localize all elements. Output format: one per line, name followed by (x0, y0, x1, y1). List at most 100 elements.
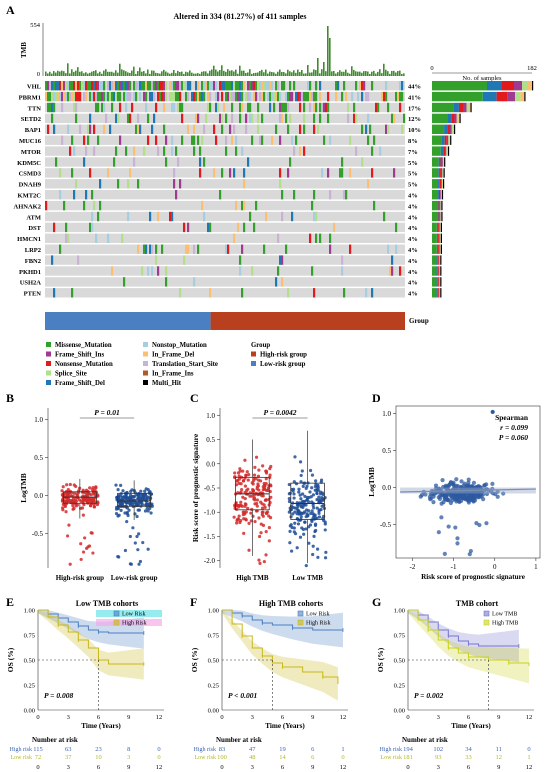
mutation-cell (195, 113, 198, 124)
mutation-cell (245, 91, 248, 102)
mutation-cell (159, 81, 162, 91)
panel-a: A Altered in 334 (81.27%) of 411 samples… (6, 3, 537, 387)
gene-label: USH2A (20, 280, 42, 287)
gene-label: MUC16 (19, 138, 42, 145)
mutation-cell (93, 200, 96, 211)
mutation-cell (197, 81, 200, 91)
tmb-bar (179, 71, 181, 76)
mutation-cell (187, 244, 190, 254)
group-label: Low TMB (292, 574, 323, 582)
data-point (308, 468, 313, 473)
gene-bar-seg (439, 244, 441, 254)
pvalue: P = 0.0042 (264, 408, 297, 417)
gene-bar-seg (439, 211, 441, 222)
mutation-cell (249, 102, 252, 113)
mutation-cell (209, 91, 212, 102)
risk-x-tick: 0 (406, 764, 409, 771)
mutation-cell (341, 168, 344, 178)
tmb-bar (343, 71, 345, 76)
gene-label: AHNAK2 (14, 203, 41, 210)
mutation-cell (89, 81, 92, 91)
mutation-cell (201, 200, 204, 211)
mutation-cell (219, 190, 222, 200)
gene-bar-seg (520, 91, 525, 102)
mutation-cell (241, 81, 244, 91)
y-tick-label: 0.0 (382, 484, 391, 492)
mutation-cell (177, 91, 180, 102)
mutation-cell (213, 81, 216, 91)
data-point (257, 558, 261, 562)
panel-title: High TMB cohorts (259, 599, 323, 608)
gene-bar-multi (440, 288, 442, 298)
mutation-cell (387, 124, 390, 134)
tmb-bar (271, 71, 273, 76)
mutation-cell (87, 124, 90, 134)
mutation-cell (259, 91, 262, 102)
mutation-cell (371, 146, 374, 156)
mutation-cell (67, 81, 70, 91)
mutation-cell (135, 81, 138, 91)
tmb-bar (267, 73, 269, 76)
mutation-cell (111, 102, 114, 113)
mutation-cell (299, 146, 302, 156)
mutation-cell (199, 157, 202, 167)
mutation-cell (145, 102, 148, 113)
mutation-cell (187, 81, 190, 91)
tmb-bar (185, 71, 187, 76)
mutation-cell (179, 288, 182, 298)
mutation-cell (289, 91, 292, 102)
tmb-bar (303, 73, 305, 76)
mutation-cell (269, 102, 272, 113)
data-point (86, 545, 90, 549)
data-point (114, 512, 119, 516)
tmb-bar (375, 73, 377, 76)
data-point (311, 552, 315, 557)
data-point (315, 491, 319, 495)
mutation-cell (327, 168, 330, 178)
mutation-cell (149, 211, 152, 222)
mutation-cell (177, 102, 180, 113)
data-point (248, 494, 252, 498)
tmb-bar (305, 73, 307, 76)
mutation-cell (259, 81, 262, 91)
mutation-cell (281, 255, 284, 265)
mutation-cell (129, 81, 132, 91)
mutation-cell (65, 222, 68, 233)
risk-value: 3 (127, 754, 130, 761)
tmb-bar (261, 69, 263, 76)
tmb-bar (193, 73, 195, 76)
data-point (296, 509, 300, 513)
gene-row-bg (45, 200, 405, 211)
group-high-risk (210, 312, 405, 330)
mutation-cell (181, 81, 184, 91)
tmb-bar (81, 71, 83, 76)
tmb-bar (377, 71, 379, 76)
tmb-bar (155, 72, 157, 76)
mutation-cell (203, 157, 206, 167)
mutation-cell (291, 211, 294, 222)
data-point (135, 501, 139, 506)
y-tick-label: 1.00 (24, 608, 35, 615)
tmb-bar (281, 71, 283, 76)
mutation-cell (213, 124, 216, 134)
mutation-cell (373, 200, 376, 211)
x-axis-label: Time (Years) (451, 722, 491, 730)
data-point (264, 482, 268, 486)
mutation-cell (111, 91, 114, 102)
risk-x-tick: 9 (497, 764, 500, 771)
y-tick-label: 1.0 (206, 412, 215, 420)
tmb-bar (275, 73, 277, 76)
mutation-cell (303, 124, 306, 134)
gene-bar-seg (444, 135, 447, 145)
data-point (313, 513, 317, 517)
data-point (455, 536, 460, 541)
gene-bar-seg (436, 222, 439, 233)
data-point (293, 510, 297, 514)
x-axis-label: Risk score of prognostic signature (421, 573, 525, 581)
data-point (305, 497, 309, 502)
tmb-bar (335, 73, 337, 76)
mutation-cell (119, 135, 122, 145)
mutation-cell (239, 113, 242, 124)
box (117, 492, 152, 507)
data-point (446, 524, 451, 529)
